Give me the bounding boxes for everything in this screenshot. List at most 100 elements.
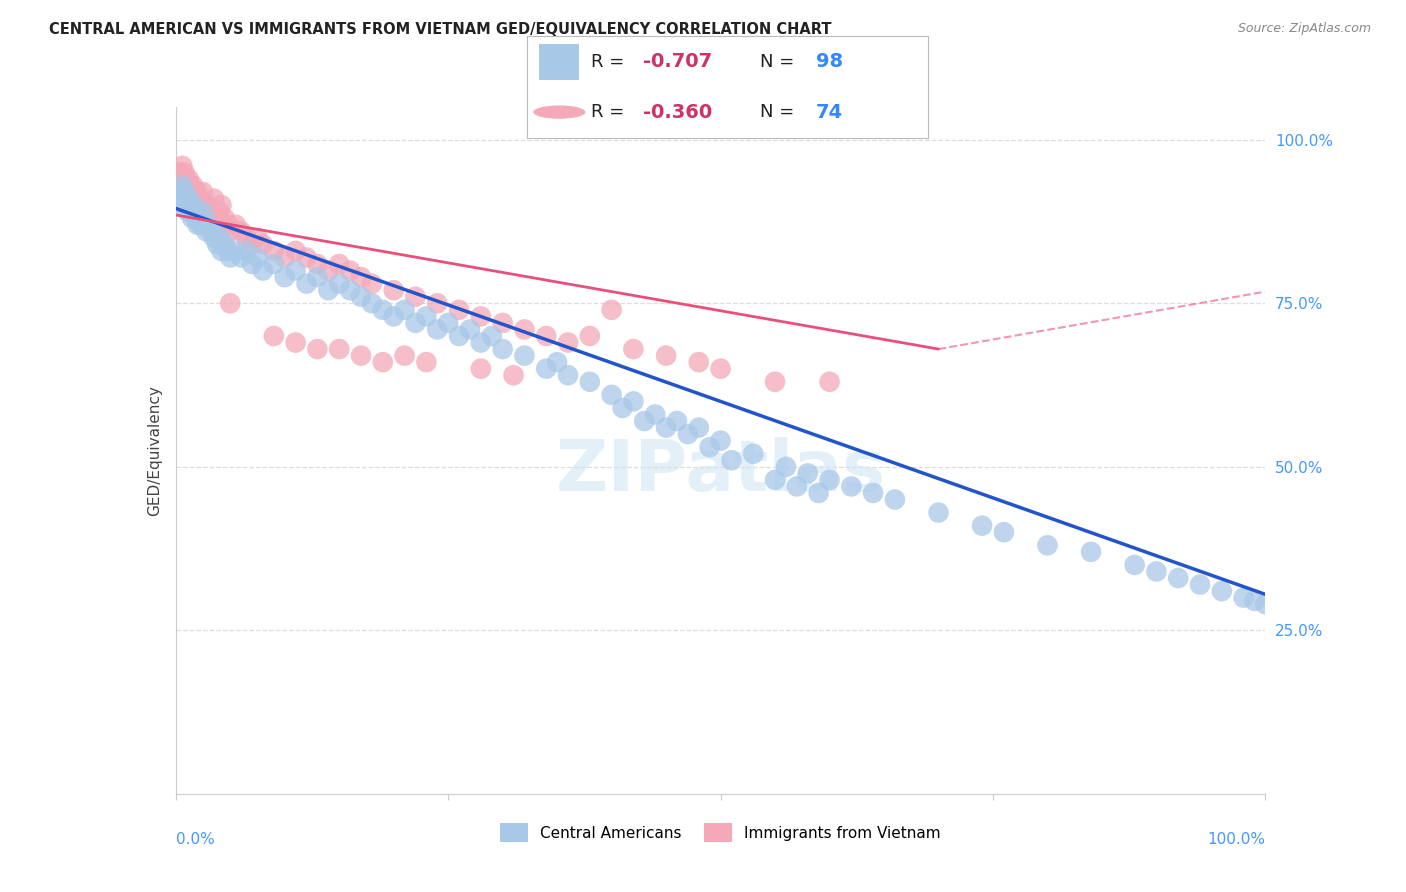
Point bbox=[205, 237, 228, 252]
Point bbox=[710, 434, 733, 448]
Point bbox=[612, 401, 634, 415]
Point bbox=[318, 263, 340, 277]
Point bbox=[405, 290, 427, 304]
Point bbox=[205, 211, 228, 226]
Point bbox=[180, 192, 202, 206]
Point bbox=[184, 192, 207, 206]
Text: 0.0%: 0.0% bbox=[176, 831, 215, 847]
Point bbox=[246, 231, 269, 245]
Point bbox=[426, 322, 449, 336]
Point bbox=[174, 172, 197, 186]
Point bbox=[188, 211, 211, 226]
Point bbox=[415, 355, 437, 369]
Point bbox=[818, 375, 841, 389]
Point bbox=[186, 185, 209, 199]
Point bbox=[328, 277, 350, 291]
Point bbox=[371, 302, 394, 317]
Point bbox=[177, 192, 200, 206]
Point bbox=[193, 218, 215, 232]
Point bbox=[1243, 594, 1265, 608]
Point bbox=[600, 388, 623, 402]
Point bbox=[231, 224, 253, 238]
Point bbox=[534, 361, 557, 376]
Point bbox=[197, 218, 219, 232]
Point bbox=[470, 335, 492, 350]
Point bbox=[763, 473, 786, 487]
Text: 74: 74 bbox=[815, 103, 842, 121]
Point bbox=[481, 329, 503, 343]
Circle shape bbox=[533, 105, 585, 119]
Point bbox=[208, 204, 231, 219]
Point bbox=[211, 244, 233, 258]
Point bbox=[186, 218, 209, 232]
Point bbox=[211, 198, 233, 212]
Point bbox=[225, 244, 247, 258]
Point bbox=[339, 283, 361, 297]
Point bbox=[174, 192, 197, 206]
Point bbox=[621, 394, 644, 409]
Point bbox=[470, 361, 492, 376]
Point bbox=[688, 355, 710, 369]
Point bbox=[200, 204, 222, 219]
Y-axis label: GED/Equivalency: GED/Equivalency bbox=[146, 385, 162, 516]
Point bbox=[231, 251, 253, 265]
Text: N =: N = bbox=[759, 53, 800, 70]
Point bbox=[600, 302, 623, 317]
Point bbox=[202, 231, 225, 245]
Point bbox=[1144, 565, 1167, 579]
Point bbox=[219, 224, 242, 238]
Point bbox=[246, 251, 269, 265]
Point bbox=[195, 204, 218, 219]
Point bbox=[633, 414, 655, 428]
Point bbox=[382, 310, 405, 324]
Bar bbox=[540, 44, 579, 79]
Point bbox=[176, 198, 198, 212]
Point bbox=[263, 244, 285, 258]
Point bbox=[818, 473, 841, 487]
Point bbox=[394, 349, 416, 363]
Point bbox=[1254, 597, 1277, 611]
Point bbox=[217, 244, 239, 258]
Point bbox=[350, 349, 373, 363]
Point bbox=[394, 302, 416, 317]
Text: 100.0%: 100.0% bbox=[1208, 831, 1265, 847]
Point bbox=[274, 251, 297, 265]
Text: 98: 98 bbox=[815, 53, 842, 71]
Text: ZIPatlas: ZIPatlas bbox=[555, 436, 886, 506]
Point bbox=[862, 486, 884, 500]
Point bbox=[172, 159, 194, 173]
Point bbox=[173, 165, 195, 179]
Point bbox=[557, 368, 579, 383]
Point bbox=[339, 263, 361, 277]
Point bbox=[534, 329, 557, 343]
Point bbox=[235, 244, 257, 258]
Point bbox=[775, 459, 797, 474]
Point bbox=[579, 329, 602, 343]
Point bbox=[181, 178, 204, 193]
Point bbox=[235, 231, 257, 245]
Text: -0.707: -0.707 bbox=[644, 53, 713, 71]
Point bbox=[284, 263, 307, 277]
Point bbox=[360, 296, 382, 310]
Point bbox=[307, 342, 329, 356]
Point bbox=[655, 420, 678, 434]
Point bbox=[200, 224, 222, 238]
Point bbox=[252, 237, 274, 252]
Point bbox=[666, 414, 689, 428]
Point bbox=[252, 263, 274, 277]
Point bbox=[350, 270, 373, 285]
Point bbox=[655, 349, 678, 363]
Point bbox=[202, 192, 225, 206]
Point bbox=[1189, 577, 1212, 591]
Point bbox=[219, 296, 242, 310]
Legend: Central Americans, Immigrants from Vietnam: Central Americans, Immigrants from Vietn… bbox=[495, 817, 946, 848]
Point bbox=[191, 185, 214, 199]
Point bbox=[382, 283, 405, 297]
Point bbox=[1167, 571, 1189, 585]
Point bbox=[180, 204, 202, 219]
Point bbox=[173, 185, 195, 199]
Point bbox=[176, 178, 198, 193]
Point bbox=[295, 251, 318, 265]
Point bbox=[928, 506, 950, 520]
Point bbox=[458, 322, 481, 336]
